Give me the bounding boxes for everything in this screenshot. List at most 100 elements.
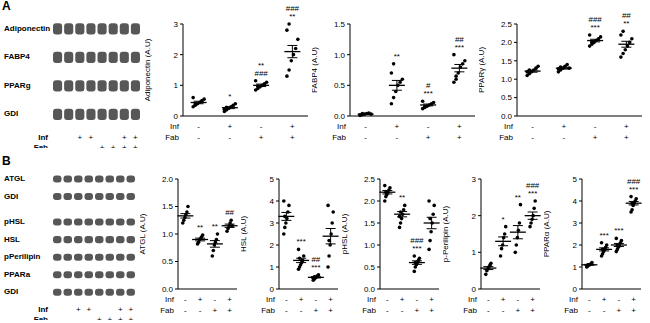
- svg-text:+: +: [107, 315, 112, 320]
- svg-text:**: **: [394, 52, 400, 61]
- svg-text:**: **: [197, 223, 203, 232]
- svg-text:###: ###: [254, 69, 268, 78]
- svg-text:0.5: 0.5: [364, 263, 376, 272]
- svg-text:*: *: [228, 92, 231, 101]
- svg-text:1.0: 1.0: [364, 241, 376, 250]
- svg-text:3: 3: [270, 219, 275, 228]
- svg-text:1.5: 1.5: [364, 219, 376, 228]
- svg-text:3: 3: [472, 175, 477, 184]
- svg-text:*: *: [502, 215, 505, 224]
- svg-text:2.5: 2.5: [364, 175, 376, 184]
- svg-text:+: +: [97, 315, 102, 320]
- svg-text:Fab: Fab: [34, 315, 48, 320]
- svg-text:1.0: 1.0: [162, 230, 174, 239]
- svg-text:***: ***: [296, 237, 305, 246]
- svg-text:+: +: [100, 143, 105, 148]
- svg-text:Inf: Inf: [38, 305, 48, 314]
- svg-text:PPARγ (A.U): PPARγ (A.U): [479, 47, 486, 93]
- svg-text:4: 4: [573, 197, 578, 206]
- svg-text:A: A: [8, 0, 11, 13]
- svg-text:GDI: GDI: [8, 192, 18, 201]
- svg-text:FABP4: FABP4: [8, 52, 30, 61]
- svg-text:PPARg: PPARg: [8, 81, 31, 90]
- svg-text:B: B: [8, 155, 11, 168]
- svg-text:**: **: [515, 193, 521, 202]
- svg-text:3: 3: [573, 219, 578, 228]
- svg-text:***: ***: [412, 244, 421, 253]
- svg-text:##: ##: [225, 208, 234, 217]
- svg-text:Fab: Fab: [34, 143, 48, 148]
- svg-text:+: +: [77, 133, 82, 142]
- svg-text:ATGL (A.U): ATGL (A.U): [140, 213, 147, 254]
- svg-text:+: +: [89, 133, 94, 142]
- svg-text:2: 2: [472, 212, 477, 221]
- svg-text:0.0: 0.0: [162, 285, 174, 293]
- svg-text:pPerilipin: pPerilipin: [8, 252, 41, 261]
- svg-text:**: **: [399, 193, 405, 202]
- svg-text:+: +: [133, 143, 138, 148]
- svg-text:2.0: 2.0: [364, 197, 376, 206]
- svg-text:***: ***: [455, 43, 464, 52]
- svg-text:5: 5: [270, 175, 275, 184]
- svg-text:ATGL: ATGL: [8, 174, 25, 183]
- svg-text:1.5: 1.5: [162, 202, 174, 211]
- svg-text:+: +: [128, 315, 133, 320]
- svg-text:***: ***: [311, 263, 320, 272]
- svg-text:***: ***: [629, 185, 638, 194]
- svg-text:Adiponectin (A.U): Adiponectin (A.U): [145, 38, 152, 101]
- svg-text:+: +: [76, 305, 81, 314]
- svg-text:1.0: 1.0: [501, 75, 513, 84]
- svg-text:+: +: [118, 315, 123, 320]
- svg-text:**: **: [623, 19, 629, 28]
- svg-text:**: **: [212, 222, 218, 231]
- svg-text:2: 2: [270, 241, 275, 250]
- svg-text:PPARa: PPARa: [8, 270, 31, 279]
- svg-text:2.0: 2.0: [162, 175, 174, 184]
- svg-text:+: +: [133, 133, 138, 142]
- svg-text:PPARα (A.U): PPARα (A.U): [544, 210, 551, 257]
- svg-text:1: 1: [472, 248, 477, 257]
- svg-text:1: 1: [270, 263, 275, 272]
- svg-text:1: 1: [174, 81, 179, 90]
- svg-text:Adiponectin: Adiponectin: [8, 24, 50, 33]
- svg-text:0.0: 0.0: [334, 112, 346, 120]
- svg-text:5: 5: [573, 175, 578, 184]
- svg-text:1.5: 1.5: [501, 57, 513, 66]
- svg-text:+: +: [122, 143, 127, 148]
- svg-text:GDI: GDI: [8, 287, 18, 296]
- svg-text:p-Perilipin (A.U): p-Perilipin (A.U): [443, 205, 450, 262]
- svg-text:***: ***: [590, 23, 599, 32]
- svg-text:0.0: 0.0: [501, 112, 513, 120]
- svg-text:1.0: 1.0: [334, 51, 346, 60]
- svg-text:***: ***: [528, 189, 537, 198]
- svg-text:HSL (A.U): HSL (A.U): [241, 216, 248, 252]
- svg-text:0: 0: [472, 285, 477, 293]
- svg-text:0: 0: [270, 285, 275, 293]
- svg-text:HSL: HSL: [8, 235, 20, 244]
- svg-text:0.5: 0.5: [162, 257, 174, 266]
- svg-text:1: 1: [573, 263, 578, 272]
- svg-text:GDI: GDI: [8, 109, 18, 118]
- svg-text:4: 4: [270, 197, 275, 206]
- svg-text:3: 3: [174, 20, 179, 29]
- svg-text:0: 0: [174, 112, 179, 120]
- svg-text:2.0: 2.0: [501, 38, 513, 47]
- svg-text:+: +: [86, 305, 91, 314]
- svg-text:***: ***: [599, 231, 608, 240]
- svg-text:FABP4 (A.U): FABP4 (A.U): [312, 47, 319, 93]
- svg-text:2: 2: [174, 51, 179, 60]
- svg-text:***: ***: [614, 226, 623, 235]
- svg-text:+: +: [122, 133, 127, 142]
- svg-text:0.5: 0.5: [334, 81, 346, 90]
- svg-text:0.5: 0.5: [501, 93, 513, 102]
- svg-text:2.5: 2.5: [501, 20, 513, 29]
- svg-text:Inf: Inf: [38, 133, 48, 142]
- svg-text:+: +: [118, 305, 123, 314]
- svg-text:0: 0: [573, 285, 578, 293]
- svg-text:1.5: 1.5: [334, 20, 346, 29]
- svg-text:pHSL (A.U): pHSL (A.U): [342, 213, 349, 254]
- svg-text:***: ***: [423, 89, 432, 98]
- svg-text:2: 2: [573, 241, 578, 250]
- svg-text:+: +: [128, 305, 133, 314]
- svg-text:0.0: 0.0: [364, 285, 376, 293]
